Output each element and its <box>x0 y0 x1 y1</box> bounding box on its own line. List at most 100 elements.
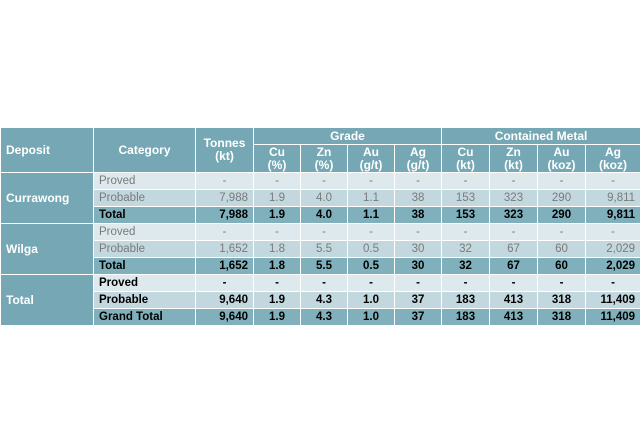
header-grade-cu: Cu (%) <box>253 144 301 173</box>
value-cell-au: 1.1 <box>347 189 395 207</box>
value-cell-mau: - <box>537 172 586 190</box>
value-cell-au: - <box>347 223 395 241</box>
header-deposit: Deposit <box>0 127 94 173</box>
value-cell-zn: 5.5 <box>300 257 348 275</box>
value-cell-mzn: 323 <box>489 189 538 207</box>
value-cell-mag: - <box>584 274 640 292</box>
value-cell-mag: 2,029 <box>584 240 640 258</box>
value-cell-mau: 60 <box>537 257 586 275</box>
value-cell-mag: 2,029 <box>584 257 640 275</box>
value-cell-tonnes: 9,640 <box>195 308 254 326</box>
header-metal-cu: Cu (kt) <box>441 144 490 173</box>
value-cell-cu: 1.9 <box>253 206 301 224</box>
header-metal-zn: Zn (kt) <box>489 144 538 173</box>
value-cell-cu: - <box>253 274 301 292</box>
value-cell-au: 0.5 <box>347 257 395 275</box>
value-cell-mcu: 153 <box>441 206 490 224</box>
value-cell-au: - <box>347 274 395 292</box>
category-cell: Grand Total <box>93 308 196 326</box>
header-grade-au: Au (g/t) <box>347 144 395 173</box>
value-cell-ag: - <box>394 172 442 190</box>
value-cell-mcu: 153 <box>441 189 490 207</box>
value-cell-cu: - <box>253 223 301 241</box>
value-cell-mau: 60 <box>537 240 586 258</box>
value-cell-mag: - <box>584 172 640 190</box>
value-cell-mau: - <box>537 274 586 292</box>
value-cell-mag: 11,409 <box>584 308 640 326</box>
header-contained-metal: Contained Metal <box>440 127 640 145</box>
value-cell-tonnes: 1,652 <box>195 257 254 275</box>
value-cell-ag: 37 <box>394 308 442 326</box>
category-cell: Proved <box>93 223 196 241</box>
value-cell-cu: - <box>253 172 301 190</box>
value-cell-mag: - <box>584 223 640 241</box>
value-cell-mcu: - <box>441 274 490 292</box>
value-cell-ag: - <box>394 274 442 292</box>
value-cell-mag: 11,409 <box>584 291 640 309</box>
value-cell-cu: 1.9 <box>253 189 301 207</box>
header-tonnes: Tonnes (kt) <box>195 127 254 173</box>
value-cell-tonnes: - <box>195 172 254 190</box>
value-cell-mzn: - <box>489 274 538 292</box>
value-cell-mau: 318 <box>537 308 586 326</box>
table-row: Currawong Proved - - - - - - - - - <box>0 172 640 224</box>
value-cell-au: - <box>347 172 395 190</box>
category-cell: Probable <box>93 240 196 258</box>
value-cell-zn: 4.0 <box>300 189 348 207</box>
value-cell-mau: 318 <box>537 291 586 309</box>
value-cell-au: 1.0 <box>347 308 395 326</box>
value-cell-mzn: - <box>489 172 538 190</box>
table-row: Probable 9,640 1.9 4.3 1.0 37 183 413 318 11,409 <box>1 291 640 309</box>
value-cell-ag: 30 <box>394 257 442 275</box>
table-row: Total Proved - - - - - - - - - <box>0 274 640 326</box>
value-cell-ag: 38 <box>394 189 442 207</box>
value-cell-tonnes: - <box>195 223 254 241</box>
value-cell-mzn: 67 <box>489 240 538 258</box>
value-cell-mzn: 323 <box>489 206 538 224</box>
deposit-cell: Wilga <box>0 223 94 275</box>
value-cell-zn: 4.3 <box>300 291 348 309</box>
category-cell: Probable <box>93 291 196 309</box>
value-cell-zn: 5.5 <box>300 240 348 258</box>
value-cell-mzn: 413 <box>489 308 538 326</box>
table-row: Grand Total 9,640 1.9 4.3 1.0 37 183 413 318 11,4… <box>1 308 640 326</box>
category-cell: Total <box>93 257 196 275</box>
value-cell-tonnes: 9,640 <box>195 291 254 309</box>
header-grade: Grade <box>253 127 442 145</box>
value-cell-zn: - <box>300 172 348 190</box>
value-cell-zn: - <box>300 274 348 292</box>
value-cell-ag: - <box>394 223 442 241</box>
value-cell-au: 0.5 <box>347 240 395 258</box>
value-cell-ag: 37 <box>394 291 442 309</box>
value-cell-ag: 30 <box>394 240 442 258</box>
value-cell-cu: 1.9 <box>253 308 301 326</box>
value-cell-tonnes: - <box>195 274 254 292</box>
value-cell-mcu: 183 <box>441 308 490 326</box>
value-cell-mzn: - <box>489 223 538 241</box>
category-cell: Proved <box>93 274 196 292</box>
category-cell: Proved <box>93 172 196 190</box>
table-row: Probable 1,652 1.8 5.5 0.5 30 32 67 60 2,029 <box>1 240 640 258</box>
value-cell-mzn: 67 <box>489 257 538 275</box>
value-cell-mau: 290 <box>537 206 586 224</box>
value-cell-mau: - <box>537 223 586 241</box>
value-cell-au: 1.1 <box>347 206 395 224</box>
table-row: Total 7,988 1.9 4.0 1.1 38 153 323 290 9,811 <box>1 206 640 224</box>
value-cell-cu: 1.8 <box>253 257 301 275</box>
deposit-cell: Currawong <box>0 172 94 224</box>
value-cell-mzn: 413 <box>489 291 538 309</box>
value-cell-tonnes: 7,988 <box>195 206 254 224</box>
header-metal-au: Au (koz) <box>537 144 586 173</box>
header-category: Category <box>93 127 196 173</box>
header-grade-zn: Zn (%) <box>300 144 348 173</box>
header-metal-ag: Ag (koz) <box>584 144 640 173</box>
value-cell-mag: 9,811 <box>584 206 640 224</box>
deposit-cell: Total <box>0 274 94 326</box>
value-cell-tonnes: 7,988 <box>195 189 254 207</box>
table-row: Total 1,652 1.8 5.5 0.5 30 32 67 60 2,029 <box>1 257 640 275</box>
header-grade-ag: Ag (g/t) <box>394 144 442 173</box>
value-cell-mcu: - <box>441 172 490 190</box>
table-row: Probable 7,988 1.9 4.0 1.1 38 153 323 290 9,811 <box>1 189 640 207</box>
value-cell-zn: 4.3 <box>300 308 348 326</box>
value-cell-mcu: - <box>441 223 490 241</box>
